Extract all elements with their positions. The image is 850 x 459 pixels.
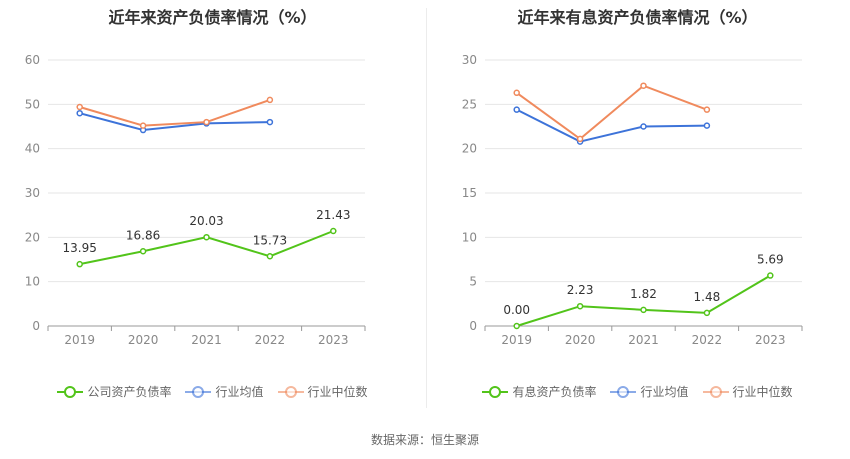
plot-area: 0 5 10 15 20 25 30 2019 2020 2021 2022 2023 0.00 2.23… xyxy=(462,53,803,347)
data-point xyxy=(703,122,711,129)
chart-panel-debt-ratio: 近年来资产负债率情况（%） 0 10 20 30 40 50 60 2019 2020 2021 2… xyxy=(0,0,425,420)
data-point xyxy=(703,106,711,113)
y-tick-label: 30 xyxy=(462,53,477,67)
data-point xyxy=(513,106,520,113)
x-tick-label: 2023 xyxy=(318,333,349,347)
data-point xyxy=(513,89,520,97)
y-tick-label: 25 xyxy=(462,97,477,111)
data-point xyxy=(76,103,83,111)
data-point xyxy=(640,123,647,130)
y-tick-label: 40 xyxy=(25,142,40,156)
legend-label: 行业中位数 xyxy=(307,385,368,399)
series-line xyxy=(79,112,270,132)
legend-item[interactable]: 行业均值 xyxy=(610,383,689,400)
x-tick-label: 2019 xyxy=(64,333,95,347)
legend-item[interactable]: 有息资产负债率 xyxy=(482,383,596,400)
legend-label: 公司资产负债率 xyxy=(87,385,172,399)
data-point xyxy=(513,322,520,330)
data-label: 20.03 xyxy=(189,214,223,228)
legend-marker xyxy=(610,385,637,398)
data-point xyxy=(576,135,584,143)
legend-label: 行业均值 xyxy=(640,385,689,399)
data-point xyxy=(767,272,774,279)
legend-marker xyxy=(277,385,304,398)
x-tick-label: 2020 xyxy=(128,333,159,347)
x-tick-label: 2021 xyxy=(191,333,222,347)
data-point xyxy=(203,233,210,241)
data-source-note: 数据来源：恒生聚源 xyxy=(370,433,479,447)
legend-label: 有息资产负债率 xyxy=(512,385,597,399)
x-tick-label: 2020 xyxy=(565,333,596,347)
y-tick-label: 10 xyxy=(25,275,40,289)
data-point xyxy=(139,122,147,129)
legend-label: 行业中位数 xyxy=(732,385,793,399)
legend: 有息资产负债率 行业均值 行业中位数 xyxy=(425,383,850,400)
chart-panel-interest-debt-ratio: 近年来有息资产负债率情况（%） 0 5 10 15 20 25 30 2019 2020 2021… xyxy=(425,0,850,420)
legend-marker xyxy=(185,385,212,398)
y-tick-label: 15 xyxy=(462,186,477,200)
y-tick-label: 20 xyxy=(25,230,40,244)
data-label: 13.95 xyxy=(63,241,97,255)
data-point xyxy=(76,260,83,268)
y-tick-label: 20 xyxy=(462,142,477,156)
data-point xyxy=(203,118,210,126)
y-tick-label: 10 xyxy=(462,230,477,244)
chart-title: 近年来资产负债率情况（%） xyxy=(108,8,317,27)
legend-label: 行业均值 xyxy=(215,385,264,399)
data-point xyxy=(640,82,647,89)
x-tick-label: 2022 xyxy=(255,333,286,347)
x-tick-label: 2023 xyxy=(755,333,786,347)
data-point xyxy=(330,227,337,235)
legend-item[interactable]: 行业均值 xyxy=(185,383,264,400)
y-tick-label: 50 xyxy=(25,97,40,111)
data-label: 5.69 xyxy=(757,253,784,267)
legend-marker xyxy=(57,385,84,398)
data-label: 21.43 xyxy=(316,208,350,222)
data-label: 2.23 xyxy=(567,283,594,297)
data-point xyxy=(76,109,83,117)
y-tick-label: 30 xyxy=(25,186,40,200)
data-label: 16.86 xyxy=(126,228,160,242)
data-label: 1.82 xyxy=(630,287,657,301)
y-tick-label: 0 xyxy=(32,319,40,333)
legend-item[interactable]: 公司资产负债率 xyxy=(57,383,171,400)
data-point xyxy=(266,96,274,104)
data-label: 0.00 xyxy=(503,303,530,317)
data-point xyxy=(139,248,147,255)
y-tick-label: 0 xyxy=(469,319,477,333)
x-tick-label: 2021 xyxy=(628,333,659,347)
data-point xyxy=(576,302,584,310)
plot-area: 0 10 20 30 40 50 60 2019 2020 2021 2022 2023 13.95 16… xyxy=(25,53,366,347)
legend-item[interactable]: 行业中位数 xyxy=(277,383,368,400)
data-label: 15.73 xyxy=(253,233,287,247)
data-point xyxy=(703,309,711,317)
panel-divider xyxy=(426,8,427,408)
legend-item[interactable]: 行业中位数 xyxy=(702,383,793,400)
data-label: 1.48 xyxy=(694,290,721,304)
y-tick-label: 5 xyxy=(469,275,477,289)
legend-marker xyxy=(482,385,509,398)
series-line xyxy=(516,108,707,143)
x-tick-label: 2022 xyxy=(692,333,723,347)
data-point xyxy=(640,306,647,314)
data-point xyxy=(266,118,274,126)
x-tick-label: 2019 xyxy=(501,333,532,347)
chart-title: 近年来有息资产负债率情况（%） xyxy=(517,8,758,27)
legend: 公司资产负债率 行业均值 行业中位数 xyxy=(0,383,425,400)
series-line xyxy=(79,98,271,127)
series-line xyxy=(516,84,708,141)
legend-marker xyxy=(702,385,729,398)
data-point xyxy=(266,253,274,260)
y-tick-label: 60 xyxy=(25,53,40,67)
